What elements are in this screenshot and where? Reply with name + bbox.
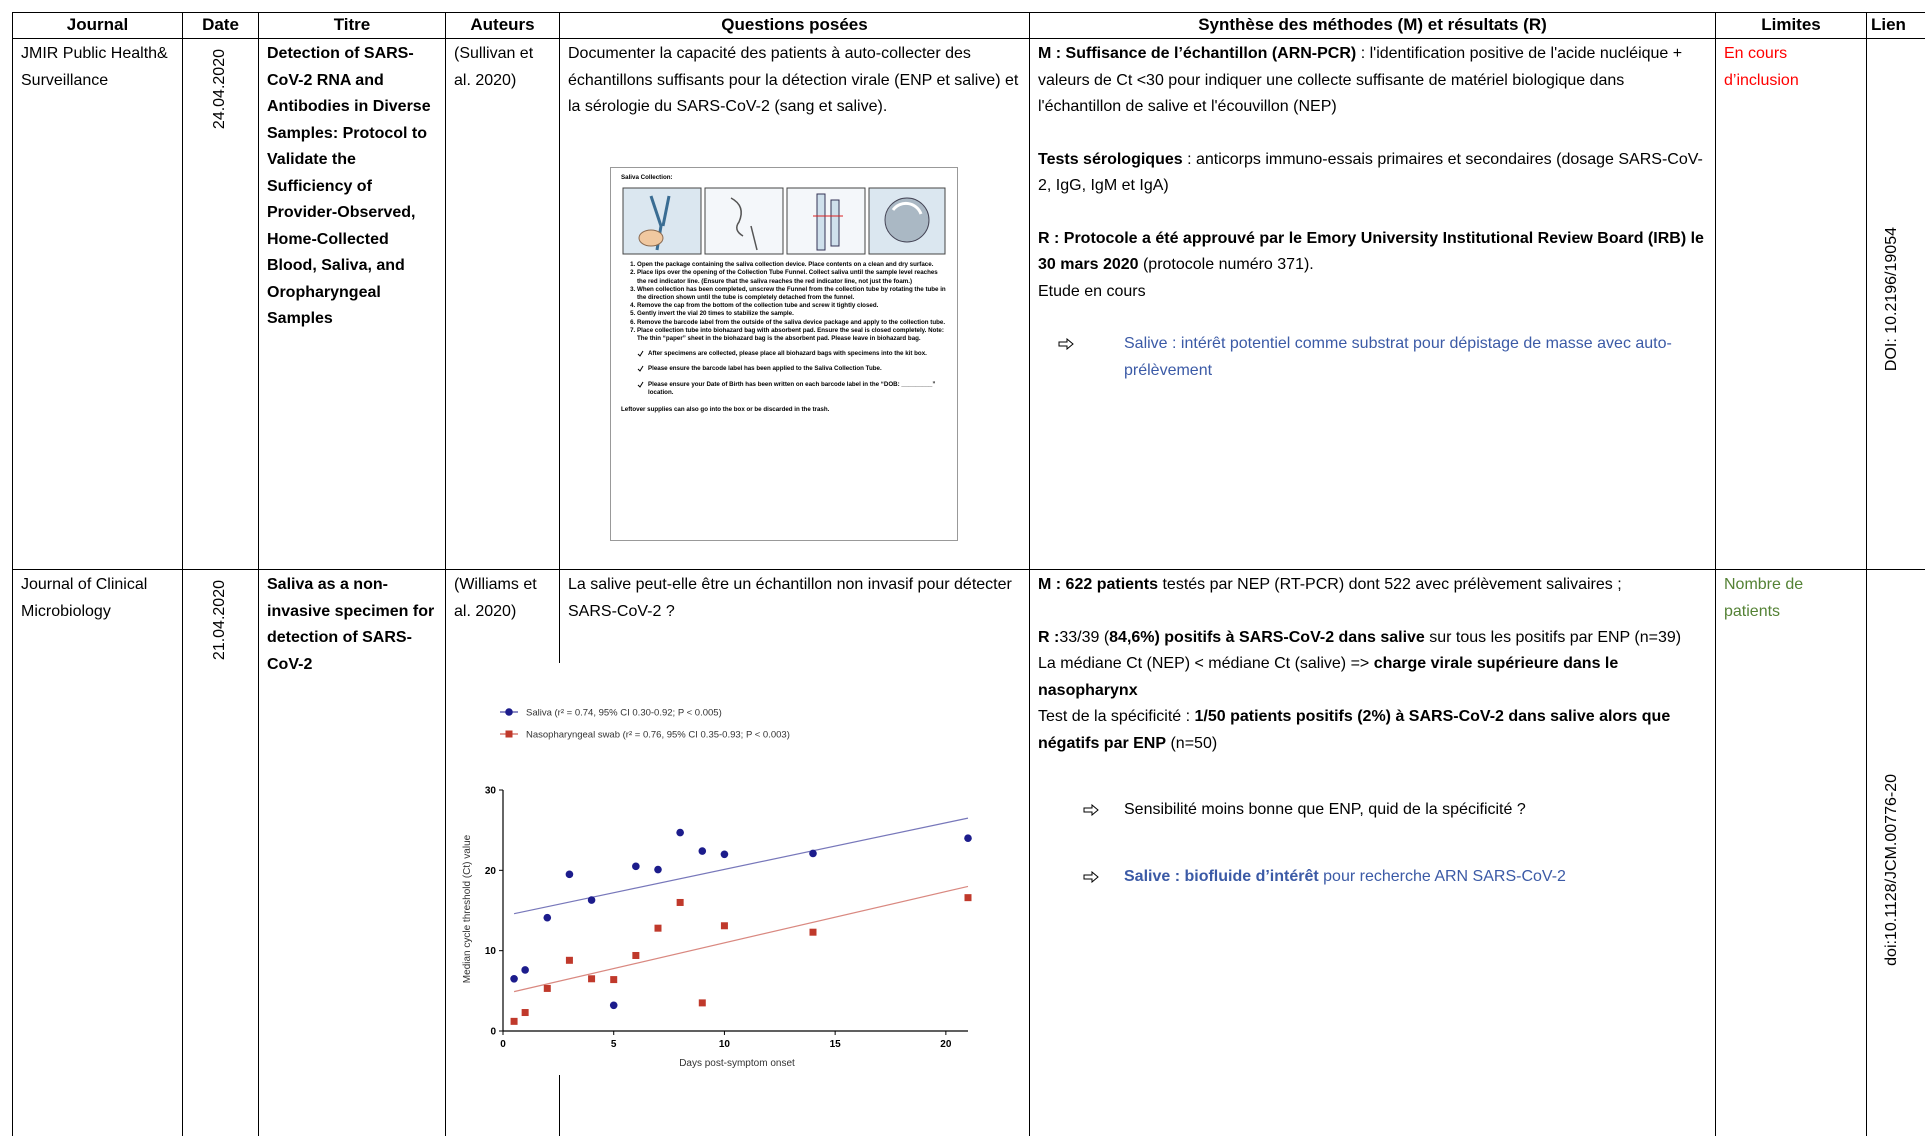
run: Test de la spécificité :: [1038, 708, 1195, 725]
link-cell: DOI: 10.2196/19054: [1867, 39, 1925, 570]
run: Sensibilité moins bonne que ENP, quid de…: [1124, 797, 1526, 824]
table-row: Journal of Clinical Microbiology 21.04.2…: [13, 570, 1925, 1136]
run: M : Suffisance de l’échantillon (ARN-PCR…: [1038, 45, 1356, 62]
bullet: Salive : biofluide d’intérêt pour recher…: [1038, 864, 1707, 891]
run: 33/39 (: [1059, 629, 1109, 646]
link: DOI: 10.2196/19054: [1879, 227, 1906, 371]
run: M : 622 patients: [1038, 576, 1158, 593]
journal: Journal of Clinical Microbiology: [13, 570, 183, 1136]
synthesis: M : Suffisance de l’échantillon (ARN-PCR…: [1030, 39, 1716, 570]
arrow-icon: [1083, 804, 1099, 816]
run: (n=50): [1166, 735, 1217, 752]
limits: En cours d’inclusion: [1716, 39, 1867, 570]
check: After specimens are collected, please pl…: [637, 350, 947, 358]
step: Remove the barcode label from the outsid…: [637, 319, 947, 327]
authors: (Williams et al. 2020): [446, 570, 560, 1136]
paragraph: Test de la spécificité : 1/50 patients p…: [1038, 704, 1707, 757]
header-row: Journal Date Titre Auteurs Questions pos…: [13, 13, 1925, 39]
title: Detection of SARS-CoV-2 RNA and Antibodi…: [259, 39, 446, 570]
date: 21.04.2020: [207, 580, 234, 660]
run: pour recherche ARN SARS-CoV-2: [1319, 868, 1566, 885]
illustrations: [621, 186, 947, 258]
step: When collection has been completed, unsc…: [637, 286, 947, 302]
bullet: Sensibilité moins bonne que ENP, quid de…: [1038, 797, 1707, 824]
figure-title: Saliva Collection:: [621, 174, 947, 182]
bullet: Salive : intérêt potentiel comme substra…: [1038, 331, 1707, 384]
run: (protocole numéro 371).: [1139, 256, 1314, 273]
date: 24.04.2020: [207, 49, 234, 129]
date-cell: 24.04.2020: [183, 39, 259, 570]
page: Tableau de synthèse { "table": { "header…: [0, 0, 1925, 1136]
saliva-figure: Saliva Collection: Open the package cont…: [610, 167, 958, 541]
review-table: Journal Date Titre Auteurs Questions pos…: [12, 12, 1925, 1136]
page-body: Journal Date Titre Auteurs Questions pos…: [0, 0, 1925, 1136]
check: Please ensure the barcode label has been…: [637, 365, 947, 373]
paragraph: M : 622 patients testés par NEP (RT-PCR)…: [1038, 572, 1707, 599]
run: R :: [1038, 629, 1059, 646]
arrow-icon: [1083, 871, 1099, 883]
title: Saliva as a non-invasive specimen for de…: [259, 570, 446, 1136]
synthesis: M : 622 patients testés par NEP (RT-PCR)…: [1030, 570, 1716, 1136]
check-text: Please ensure your Date of Birth has bee…: [648, 381, 947, 397]
check-icon: [637, 350, 644, 357]
journal: JMIR Public Health& Surveillance: [13, 39, 183, 570]
step: Open the package containing the saliva c…: [637, 261, 947, 269]
limits: Nombre de patients: [1716, 570, 1867, 1136]
authors: (Sullivan et al. 2020): [446, 39, 560, 570]
header-cell: Lien: [1867, 13, 1925, 39]
header-cell: Synthèse des méthodes (M) et résultats (…: [1030, 13, 1716, 39]
arrow-icon: [1058, 338, 1074, 350]
header-cell: Questions posées: [560, 13, 1030, 39]
check-text: After specimens are collected, please pl…: [648, 350, 927, 358]
step: Remove the cap from the bottom of the co…: [637, 302, 947, 310]
paragraph: Tests sérologiques : anticorps immuno-es…: [1038, 147, 1707, 200]
question: La salive peut-elle être un échantillon …: [560, 570, 1030, 1136]
paragraph: R :33/39 (84,6%) positifs à SARS-CoV-2 d…: [1038, 625, 1707, 652]
check: Please ensure your Date of Birth has bee…: [637, 381, 947, 397]
link: doi:10.1128/JCM.00776-20: [1879, 774, 1906, 966]
header-cell: Limites: [1716, 13, 1867, 39]
panel: [787, 188, 865, 254]
paragraph: R : Protocole a été approuvé par le Emor…: [1038, 226, 1707, 279]
header-cell: Date: [183, 13, 259, 39]
check-icon: [637, 365, 644, 372]
panel: [623, 188, 701, 254]
date-cell: 21.04.2020: [183, 570, 259, 1136]
run: Tests sérologiques: [1038, 151, 1183, 168]
steps: Open the package containing the saliva c…: [621, 261, 947, 343]
run: 84,6%) positifs à SARS-CoV-2 dans salive: [1109, 629, 1425, 646]
run: testés par NEP (RT-PCR) dont 522 avec pr…: [1158, 576, 1622, 593]
run: Salive : intérêt potentiel comme substra…: [1124, 331, 1707, 384]
link-cell: doi:10.1128/JCM.00776-20: [1867, 570, 1925, 1136]
run: La médiane Ct (NEP) < médiane Ct (salive…: [1038, 655, 1374, 672]
run: sur tous les positifs par ENP (n=39): [1425, 629, 1681, 646]
step: Gently invert the vial 20 times to stabi…: [637, 310, 947, 318]
table-row: JMIR Public Health& Surveillance 24.04.2…: [13, 39, 1925, 570]
header-cell: Auteurs: [446, 13, 560, 39]
paragraph: Etude en cours: [1038, 279, 1707, 306]
panel: [705, 188, 783, 254]
paragraph: M : Suffisance de l’échantillon (ARN-PCR…: [1038, 41, 1707, 121]
header-cell: Journal: [13, 13, 183, 39]
run: Salive : biofluide d’intérêt: [1124, 868, 1319, 885]
paragraph: La médiane Ct (NEP) < médiane Ct (salive…: [1038, 651, 1707, 704]
check-text: Please ensure the barcode label has been…: [648, 365, 882, 373]
step: Place lips over the opening of the Colle…: [637, 269, 947, 285]
run: Etude en cours: [1038, 283, 1146, 300]
header-cell: Titre: [259, 13, 446, 39]
figure-footer: Leftover supplies can also go into the b…: [621, 406, 947, 414]
step: Place collection tube into biohazard bag…: [637, 327, 947, 343]
check-icon: [637, 381, 644, 388]
